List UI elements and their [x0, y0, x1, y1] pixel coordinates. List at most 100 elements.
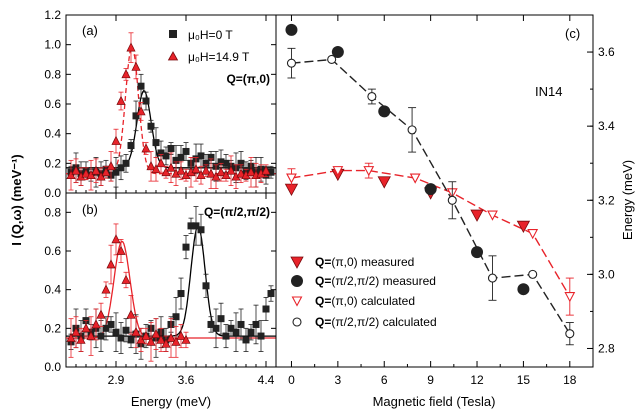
data-point [242, 336, 250, 344]
data-point [207, 320, 215, 328]
legend-entry-1: Q=(π/2,π/2) measured [315, 274, 436, 288]
data-point [487, 210, 498, 221]
data-point [196, 169, 206, 180]
data-point [528, 269, 538, 279]
x-tick-label: 18 [563, 373, 577, 387]
data-point [161, 166, 171, 177]
data-point [122, 159, 130, 167]
data-point [76, 334, 86, 344]
legend-entry-0: Q=(π,0) measured [315, 255, 414, 269]
data-point [171, 336, 181, 346]
panel-b-ticks: 0.0 0.2 0.4 0.6 0.8 2.9 3.6 4.4 [44, 193, 276, 387]
data-point [202, 282, 210, 290]
data-point [517, 283, 530, 296]
panel-a-data-points [66, 32, 275, 191]
data-point [217, 315, 225, 323]
data-point [177, 290, 185, 298]
data-point [407, 125, 417, 135]
legend-square-marker [169, 30, 177, 38]
data-point [187, 222, 195, 230]
data-point [156, 158, 166, 168]
x-tick-label: 3.6 [178, 373, 195, 387]
data-point [117, 164, 125, 172]
y-tick-label: 0.8 [44, 205, 61, 219]
data-point [106, 161, 116, 171]
panel-a-legend: μ₀H=0 T μ₀H=14.9 T [167, 28, 250, 64]
data-point [197, 226, 205, 234]
data-point [261, 165, 271, 175]
data-point [91, 165, 101, 175]
data-point [131, 326, 141, 337]
data-point [126, 42, 136, 52]
data-point [332, 166, 344, 177]
data-point [212, 324, 220, 332]
data-point [447, 195, 457, 205]
data-point [181, 334, 191, 344]
data-point [216, 166, 226, 177]
data-point [101, 284, 111, 294]
data-point [71, 165, 81, 175]
data-point [363, 166, 375, 177]
x-tick-label: 15 [517, 373, 531, 387]
data-point [151, 163, 161, 174]
y-tick-label: 1.0 [44, 38, 61, 52]
data-point [285, 23, 298, 36]
data-point [96, 309, 106, 319]
panel-c-frame [275, 14, 594, 368]
data-point [206, 168, 216, 178]
y-tick-label: 3.6 [598, 45, 615, 59]
data-point [211, 171, 221, 181]
legend-entry-14-9t: μ₀H=14.9 T [188, 50, 250, 64]
data-point [167, 145, 175, 152]
y-tick-label: 0.2 [44, 321, 61, 335]
data-point [146, 336, 156, 346]
data-point [221, 169, 231, 180]
x-tick-label: 2.9 [108, 373, 125, 387]
data-point [97, 332, 105, 340]
data-point [156, 334, 166, 344]
data-point [527, 229, 539, 240]
legend-marker-0 [290, 256, 304, 269]
y-tick-label: 3.4 [598, 119, 615, 133]
data-point [136, 106, 146, 116]
data-point [127, 142, 135, 150]
y-tick-label: 3.0 [598, 267, 615, 281]
data-point [66, 332, 76, 342]
data-point [142, 97, 150, 105]
data-point [207, 153, 215, 161]
data-point [247, 328, 255, 336]
data-point [141, 330, 151, 340]
y-tick-label: 0.0 [44, 186, 61, 200]
data-point [327, 54, 337, 65]
data-point [286, 173, 297, 184]
data-point [367, 91, 377, 102]
data-point [237, 320, 245, 328]
data-point [172, 156, 180, 164]
data-point [172, 313, 180, 321]
data-point [516, 220, 531, 234]
data-point [246, 166, 256, 177]
data-point [267, 168, 275, 176]
y-tick-label: 1.2 [44, 8, 61, 22]
x-tick-label: 4.4 [258, 373, 275, 387]
data-point [161, 338, 171, 348]
data-point [71, 326, 81, 337]
data-point [111, 234, 121, 244]
data-point [132, 112, 140, 120]
data-point [141, 143, 151, 153]
data-point [176, 165, 186, 175]
data-point [111, 135, 121, 145]
data-point [121, 69, 131, 79]
data-point [176, 330, 186, 340]
data-point [232, 328, 240, 336]
panel-c-data-points [284, 23, 576, 346]
panel-a-q-label: Q=(π,0) [226, 72, 270, 86]
data-point [127, 336, 135, 344]
data-point [166, 162, 176, 172]
data-point [66, 169, 76, 180]
y-tick-label: 0.4 [44, 127, 61, 141]
data-point [236, 168, 246, 178]
panel-c-label: (c) [565, 26, 580, 41]
data-point [107, 320, 115, 328]
data-point [112, 328, 120, 336]
